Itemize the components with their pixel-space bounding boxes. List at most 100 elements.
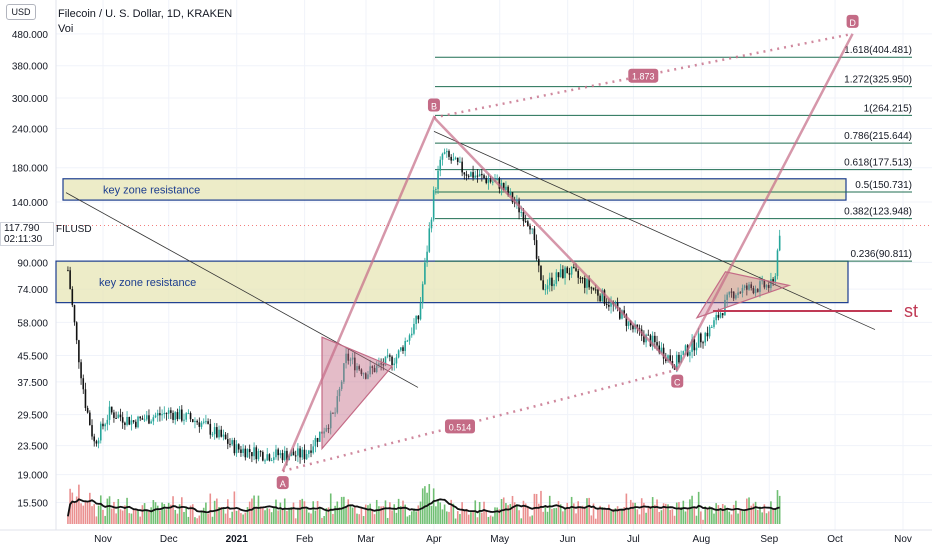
candle-body bbox=[533, 228, 536, 241]
y-tick-label: 180.000 bbox=[12, 164, 49, 175]
candle-body bbox=[308, 450, 310, 455]
volume-bar bbox=[288, 508, 290, 524]
candle-body bbox=[605, 303, 608, 305]
candle-body bbox=[564, 267, 566, 279]
volume-bar bbox=[520, 518, 523, 524]
volume-bar bbox=[367, 505, 369, 524]
volume-bar bbox=[489, 515, 492, 524]
volume-bar bbox=[71, 492, 74, 524]
candle-body bbox=[682, 351, 685, 355]
volume-bar bbox=[673, 515, 676, 524]
volume-bar bbox=[174, 509, 177, 524]
fib-label: 0.382(123.948) bbox=[844, 207, 912, 218]
candle-body bbox=[619, 308, 621, 319]
support-marker-text: st bbox=[904, 301, 918, 321]
candle-body bbox=[739, 292, 742, 294]
volume-bar bbox=[292, 502, 295, 524]
candle-body bbox=[251, 452, 253, 457]
volume-bar bbox=[684, 511, 687, 524]
volume-bar bbox=[770, 501, 772, 524]
candle-body bbox=[181, 409, 183, 421]
volume-bar bbox=[303, 501, 306, 524]
last-price-tag: 117.790 02:11:30 bbox=[0, 222, 54, 246]
volume-bar bbox=[759, 506, 761, 524]
candle-body bbox=[544, 289, 547, 291]
candle-body bbox=[257, 451, 260, 460]
candle-body bbox=[702, 342, 704, 344]
candle-body bbox=[336, 396, 339, 413]
bar-countdown: 02:11:30 bbox=[4, 234, 43, 245]
volume-bar bbox=[148, 511, 150, 524]
volume-bar bbox=[616, 506, 619, 524]
volume-bar bbox=[194, 517, 196, 524]
candle-body bbox=[152, 417, 155, 422]
candle-body bbox=[209, 423, 212, 435]
ratio-dotted-line bbox=[433, 32, 853, 119]
volume-bar bbox=[776, 490, 779, 524]
volume-bar bbox=[119, 509, 122, 524]
volume-bar bbox=[343, 496, 345, 524]
candle-body bbox=[141, 418, 144, 420]
volume-bar bbox=[542, 511, 544, 524]
candle-body bbox=[559, 269, 562, 278]
candle-body bbox=[246, 449, 249, 458]
volume-bar bbox=[189, 505, 192, 524]
volume-bar bbox=[721, 503, 724, 524]
candle-body bbox=[726, 294, 728, 300]
volume-bar bbox=[196, 518, 198, 524]
volume-bar bbox=[559, 504, 562, 524]
volume-bar bbox=[389, 502, 391, 524]
candle-body bbox=[259, 451, 262, 453]
volume-bar bbox=[638, 514, 641, 524]
volume-bar bbox=[614, 508, 617, 524]
candle-body bbox=[356, 366, 358, 371]
candle-body bbox=[297, 448, 299, 456]
currency-badge[interactable]: USD bbox=[6, 4, 36, 20]
candle-body bbox=[557, 272, 560, 278]
volume-bar bbox=[286, 510, 288, 524]
candle-body bbox=[384, 356, 387, 366]
candle-body bbox=[75, 322, 78, 341]
candle-body bbox=[719, 313, 722, 318]
volume-bar bbox=[426, 492, 428, 524]
candle-body bbox=[270, 460, 273, 462]
volume-bar bbox=[362, 516, 365, 524]
candle-body bbox=[693, 339, 696, 351]
volume-bar bbox=[248, 501, 251, 524]
candle-body bbox=[268, 454, 271, 461]
candle-body bbox=[73, 305, 76, 323]
candle-body bbox=[621, 310, 623, 319]
volume-bar bbox=[741, 511, 744, 524]
volume-bar bbox=[735, 500, 737, 524]
candle-body bbox=[417, 315, 420, 320]
volume-bar bbox=[393, 504, 396, 524]
candle-body bbox=[667, 355, 669, 362]
volume-bar bbox=[279, 502, 282, 524]
candle-body bbox=[145, 415, 148, 420]
candle-body bbox=[207, 421, 209, 424]
point-badge bbox=[846, 14, 859, 28]
volume-bar bbox=[67, 515, 69, 524]
candle-body bbox=[205, 421, 207, 423]
volume-bar bbox=[599, 505, 601, 524]
candle-body bbox=[380, 363, 382, 365]
volume-bar bbox=[619, 510, 621, 524]
candle-body bbox=[78, 340, 80, 363]
volume-bar bbox=[198, 515, 201, 524]
y-tick-label: 240.000 bbox=[12, 124, 49, 135]
price-axis[interactable]: 480.000 380.000 300.000 240.000 180.000 140.0… bbox=[12, 30, 49, 510]
candle-body bbox=[448, 151, 450, 157]
volume-bar bbox=[695, 515, 698, 524]
candle-body bbox=[95, 441, 98, 444]
time-axis[interactable]: Nov Dec 2021 Feb Mar Apr May Jun Jul Aug Sep Oct Nov bbox=[94, 534, 912, 545]
candle-body bbox=[316, 437, 319, 442]
candle-body bbox=[71, 289, 74, 306]
candle-body bbox=[211, 434, 214, 436]
volume-bar bbox=[281, 509, 284, 524]
volume-bar bbox=[649, 506, 652, 524]
ratio-dotted-line bbox=[282, 368, 678, 473]
volume-bar bbox=[340, 496, 343, 524]
candle-body bbox=[419, 303, 422, 320]
volume-bar bbox=[218, 507, 220, 524]
